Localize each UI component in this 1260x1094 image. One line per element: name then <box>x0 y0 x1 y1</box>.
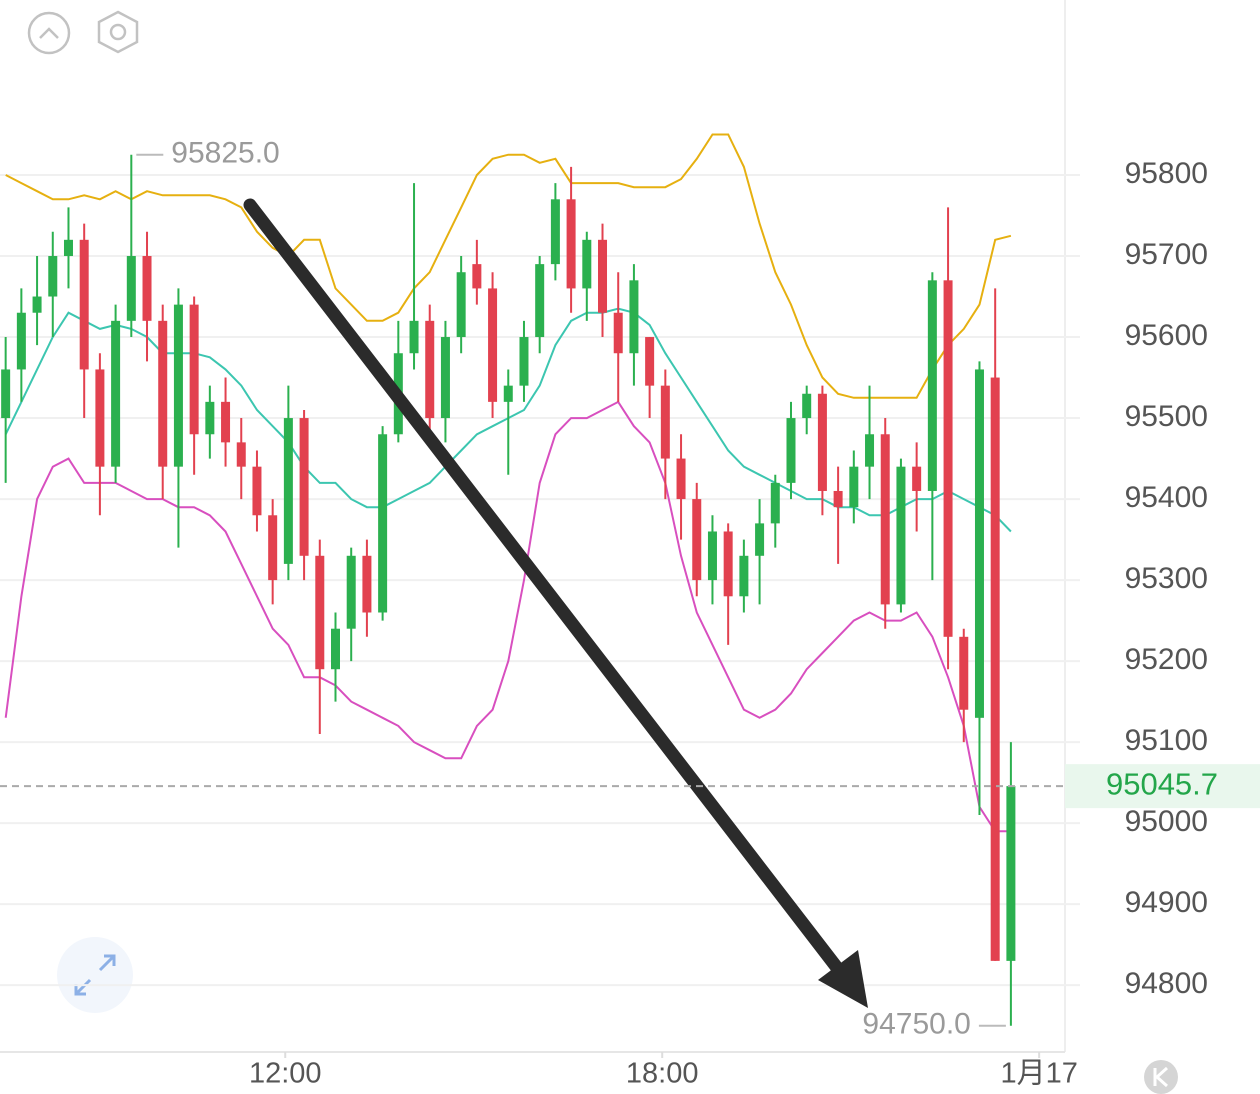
candle-body <box>126 256 136 321</box>
y-tick-label: 95100 <box>1125 724 1208 757</box>
candle-body <box>330 628 340 670</box>
candle-body <box>142 256 152 321</box>
candle-body <box>912 466 922 491</box>
candle-body <box>189 304 199 435</box>
y-tick-label: 94900 <box>1125 886 1208 919</box>
k-icon <box>1153 1066 1169 1088</box>
y-tick-label: 95700 <box>1125 238 1208 271</box>
candle-body <box>707 531 717 581</box>
candle-body <box>786 418 796 483</box>
candle-body <box>566 199 576 289</box>
candle-body <box>770 482 780 524</box>
candle-body <box>629 280 639 354</box>
last-price-label: 95045.7 <box>1106 766 1218 801</box>
x-tick-label: 18:00 <box>626 1058 699 1090</box>
candle-body <box>95 369 105 467</box>
fullscreen-icon <box>74 954 116 996</box>
candle-body <box>173 304 183 467</box>
settings-icon-dot <box>109 23 127 41</box>
k-button[interactable] <box>1144 1060 1178 1094</box>
candle-body <box>362 555 372 613</box>
candle-body <box>472 264 482 289</box>
candle-body <box>598 239 608 313</box>
candle-body <box>79 239 89 370</box>
candle-body <box>236 442 246 467</box>
candle-body <box>111 320 121 467</box>
candle-body <box>221 401 231 443</box>
candle-body <box>959 636 969 710</box>
candle-body <box>48 256 58 297</box>
candle-body <box>927 280 937 491</box>
candle-body <box>456 272 466 338</box>
candle-body <box>1 369 11 419</box>
candle-body <box>346 555 356 629</box>
candle-body <box>299 418 309 556</box>
y-tick-label: 94800 <box>1125 967 1208 1000</box>
candle-body <box>205 401 215 435</box>
candle-body <box>550 199 560 265</box>
y-tick-label: 95400 <box>1125 481 1208 514</box>
candle-body <box>16 312 26 370</box>
overlay: 94800 94900 95000 95100 95200 95300 95400 95500… <box>0 137 1260 1090</box>
candle-body <box>425 320 435 419</box>
candle-body <box>535 264 545 338</box>
candle-body <box>1006 786 1016 961</box>
candle-body <box>865 434 875 467</box>
plot <box>1 133 1016 1026</box>
candle-body <box>974 369 984 718</box>
candle-body <box>755 523 765 556</box>
collapse-icon[interactable] <box>27 11 71 55</box>
x-tick-label: 1月17 <box>1000 1058 1077 1090</box>
fullscreen-button[interactable] <box>57 937 133 1013</box>
candle-body <box>660 385 670 459</box>
candle-body <box>409 320 419 354</box>
x-tick-label: 12:00 <box>249 1058 322 1090</box>
candle-body <box>32 296 42 313</box>
candle-body <box>645 337 655 386</box>
candle-body <box>880 434 890 605</box>
candle-body <box>503 385 513 402</box>
candle-body <box>519 337 529 386</box>
y-tick-label: 95600 <box>1125 319 1208 352</box>
candle-body <box>833 490 843 508</box>
candle-body <box>158 320 168 467</box>
band-line <box>5 133 1012 399</box>
candle-body <box>692 499 702 581</box>
candle-body <box>582 239 592 289</box>
candle-body <box>676 458 686 500</box>
trend-arrow <box>243 198 855 989</box>
band-line <box>4 400 1011 833</box>
extreme-label: 95825.0 <box>171 137 279 170</box>
y-tick-label: 95000 <box>1125 805 1208 838</box>
candle-body <box>990 377 1000 961</box>
candle-body <box>283 418 293 564</box>
candle-body <box>268 515 278 581</box>
candle-body <box>252 466 262 516</box>
candle-body <box>315 555 325 670</box>
settings-icon[interactable] <box>97 10 139 54</box>
candle-body <box>440 337 450 419</box>
layout <box>0 0 1178 1094</box>
candle-body <box>802 393 812 419</box>
candle-body <box>723 531 733 597</box>
candle-body <box>896 466 906 605</box>
last-price-box <box>1065 764 1260 809</box>
y-tick-label: 95200 <box>1125 643 1208 676</box>
y-tick-label: 95500 <box>1125 400 1208 433</box>
candle-body <box>943 280 953 637</box>
candle-body <box>63 239 73 257</box>
y-tick-label: 95300 <box>1125 562 1208 595</box>
candle-body <box>378 434 388 613</box>
collapse-icon-chevron <box>39 27 59 39</box>
candle-body <box>488 288 498 402</box>
candle-body <box>739 555 749 597</box>
extreme-label: 94750.0 <box>862 1008 970 1041</box>
y-tick-label: 95800 <box>1125 157 1208 190</box>
candle-body <box>613 312 623 354</box>
trend-arrow-head <box>818 950 868 1008</box>
candle-body <box>849 466 859 508</box>
candle-body <box>817 393 827 491</box>
